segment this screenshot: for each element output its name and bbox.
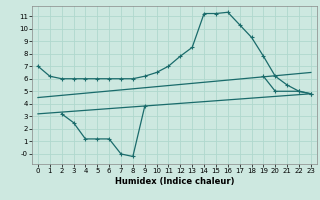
X-axis label: Humidex (Indice chaleur): Humidex (Indice chaleur) (115, 177, 234, 186)
